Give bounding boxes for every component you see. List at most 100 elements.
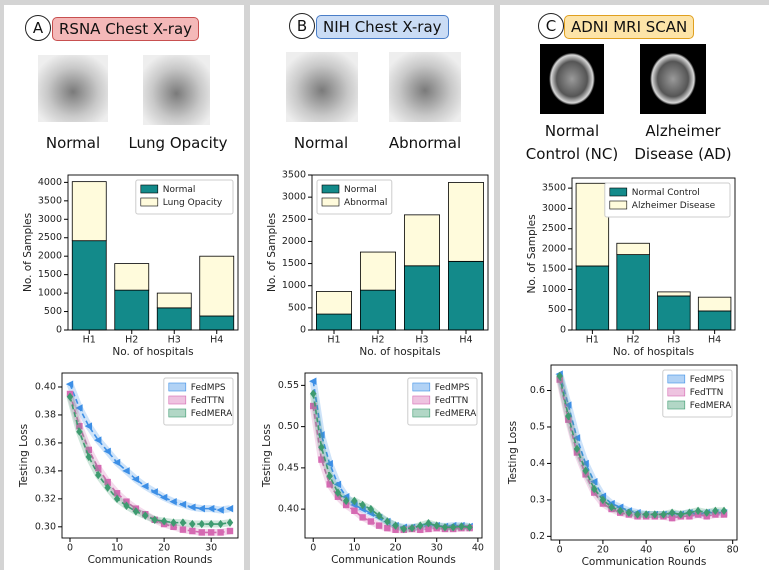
legend-swatch — [413, 396, 430, 404]
legend-swatch — [413, 409, 430, 417]
panel-title: ADNI MRI SCAN — [564, 15, 694, 39]
legend-label: Normal Control — [632, 188, 700, 198]
y-tick-label: 0.40 — [278, 504, 299, 515]
legend-swatch — [169, 383, 186, 391]
y-tick-label: 0.4 — [530, 458, 545, 469]
marker — [368, 518, 374, 524]
y-tick-label: 3000 — [282, 192, 306, 203]
panel-title: NIH Chest X-ray — [316, 15, 449, 39]
x-tick-label: 80 — [727, 545, 739, 556]
divider — [494, 0, 500, 570]
y-tick-label: 0.6 — [530, 385, 545, 396]
legend-label: FedMPS — [191, 383, 226, 393]
y-tick-label: 4000 — [38, 177, 62, 188]
y-tick-label: 0.5 — [530, 421, 545, 432]
y-tick-label: 0.55 — [278, 380, 299, 391]
y-tick-label: 0.30 — [35, 521, 56, 532]
bar-segment — [698, 297, 731, 311]
y-tick-label: 1000 — [542, 284, 566, 295]
bar-segment — [115, 264, 149, 291]
panel-letter: A — [25, 15, 51, 41]
bar-segment — [316, 314, 351, 330]
x-tick-label: H3 — [667, 335, 680, 346]
bar-segment — [157, 308, 191, 330]
marker — [208, 529, 214, 535]
x-axis-label: Communication Rounds — [88, 554, 213, 566]
image-label: Normal — [271, 132, 371, 155]
y-tick-label: 0 — [300, 325, 306, 336]
marker — [217, 529, 223, 535]
y-tick-label: 0.50 — [278, 421, 299, 432]
y-tick-label: 2500 — [38, 232, 62, 243]
y-axis-label: Testing Loss — [18, 424, 30, 488]
bar-segment — [404, 266, 439, 330]
x-tick-label: 30 — [205, 543, 217, 554]
bar-segment — [658, 296, 691, 330]
x-axis-label: No. of hospitals — [112, 346, 193, 358]
legend-label: Alzheimer Disease — [632, 201, 716, 211]
divider — [244, 0, 250, 570]
y-tick-label: 2500 — [542, 223, 566, 234]
bar-segment — [576, 183, 609, 266]
x-tick-label: 0 — [310, 543, 316, 554]
image-label: Normal Control (NC) — [517, 120, 627, 166]
legend-label: FedMERA — [435, 409, 477, 419]
legend-label: Lung Opacity — [163, 198, 223, 208]
bar-segment — [658, 292, 691, 296]
frame — [0, 0, 4, 570]
y-tick-label: 2000 — [282, 236, 306, 247]
y-tick-label: 500 — [44, 306, 62, 317]
x-axis-label: Communication Rounds — [331, 554, 456, 566]
bar-segment — [448, 261, 483, 330]
mri-brain — [645, 47, 701, 111]
bar-segment — [404, 215, 439, 266]
legend-swatch — [668, 401, 685, 409]
figure: 05001000150020002500300035004000No. of S… — [0, 0, 769, 570]
bar-segment — [448, 183, 483, 262]
xray-image — [286, 52, 358, 122]
y-tick-label: 0.45 — [278, 462, 299, 473]
legend-label: FedTTN — [435, 396, 469, 406]
y-tick-label: 0.3 — [530, 494, 545, 505]
y-axis-label: No. of Samples — [266, 213, 278, 292]
bar-segment — [200, 316, 234, 330]
legend: Normal Control Alzheimer Disease — [605, 183, 730, 217]
y-tick-label: 3000 — [542, 203, 566, 214]
y-tick-label: 0.32 — [35, 493, 56, 504]
bar-segment — [617, 243, 650, 254]
legend: FedMPSFedTTNFedMERA — [408, 378, 477, 425]
mri-brain — [544, 47, 600, 111]
x-axis-label: Communication Rounds — [582, 556, 707, 568]
panel-letter: C — [538, 13, 564, 39]
legend-label: Normal — [163, 185, 196, 195]
marker — [351, 508, 357, 514]
x-tick-label: H1 — [586, 335, 599, 346]
legend-swatch — [668, 388, 685, 396]
legend-label: FedMERA — [191, 409, 233, 419]
legend-swatch — [610, 188, 627, 196]
y-tick-label: 1000 — [282, 280, 306, 291]
x-tick-label: 30 — [431, 543, 443, 554]
marker — [189, 528, 195, 534]
frame — [0, 0, 769, 5]
x-tick-label: H2 — [125, 335, 138, 346]
y-tick-label: 0.40 — [35, 381, 56, 392]
y-tick-label: 0 — [56, 325, 62, 336]
xray-image — [38, 55, 108, 122]
bar-segment — [316, 291, 351, 314]
bar-segment — [72, 241, 106, 330]
legend-swatch — [668, 375, 685, 383]
legend-label: FedMERA — [690, 401, 732, 411]
legend: Normal Lung Opacity — [136, 180, 233, 214]
y-tick-label: 3500 — [38, 195, 62, 206]
legend-label: FedTTN — [690, 388, 724, 398]
legend-swatch — [610, 201, 627, 209]
legend-swatch — [141, 185, 158, 193]
bar-segment — [576, 266, 609, 330]
panel-letter: B — [289, 13, 315, 39]
x-tick-label: 0 — [557, 545, 563, 556]
x-tick-label: 60 — [683, 545, 695, 556]
bar-segment — [360, 252, 395, 290]
image-label: Alzheimer Disease (AD) — [633, 120, 733, 166]
legend-swatch — [169, 396, 186, 404]
